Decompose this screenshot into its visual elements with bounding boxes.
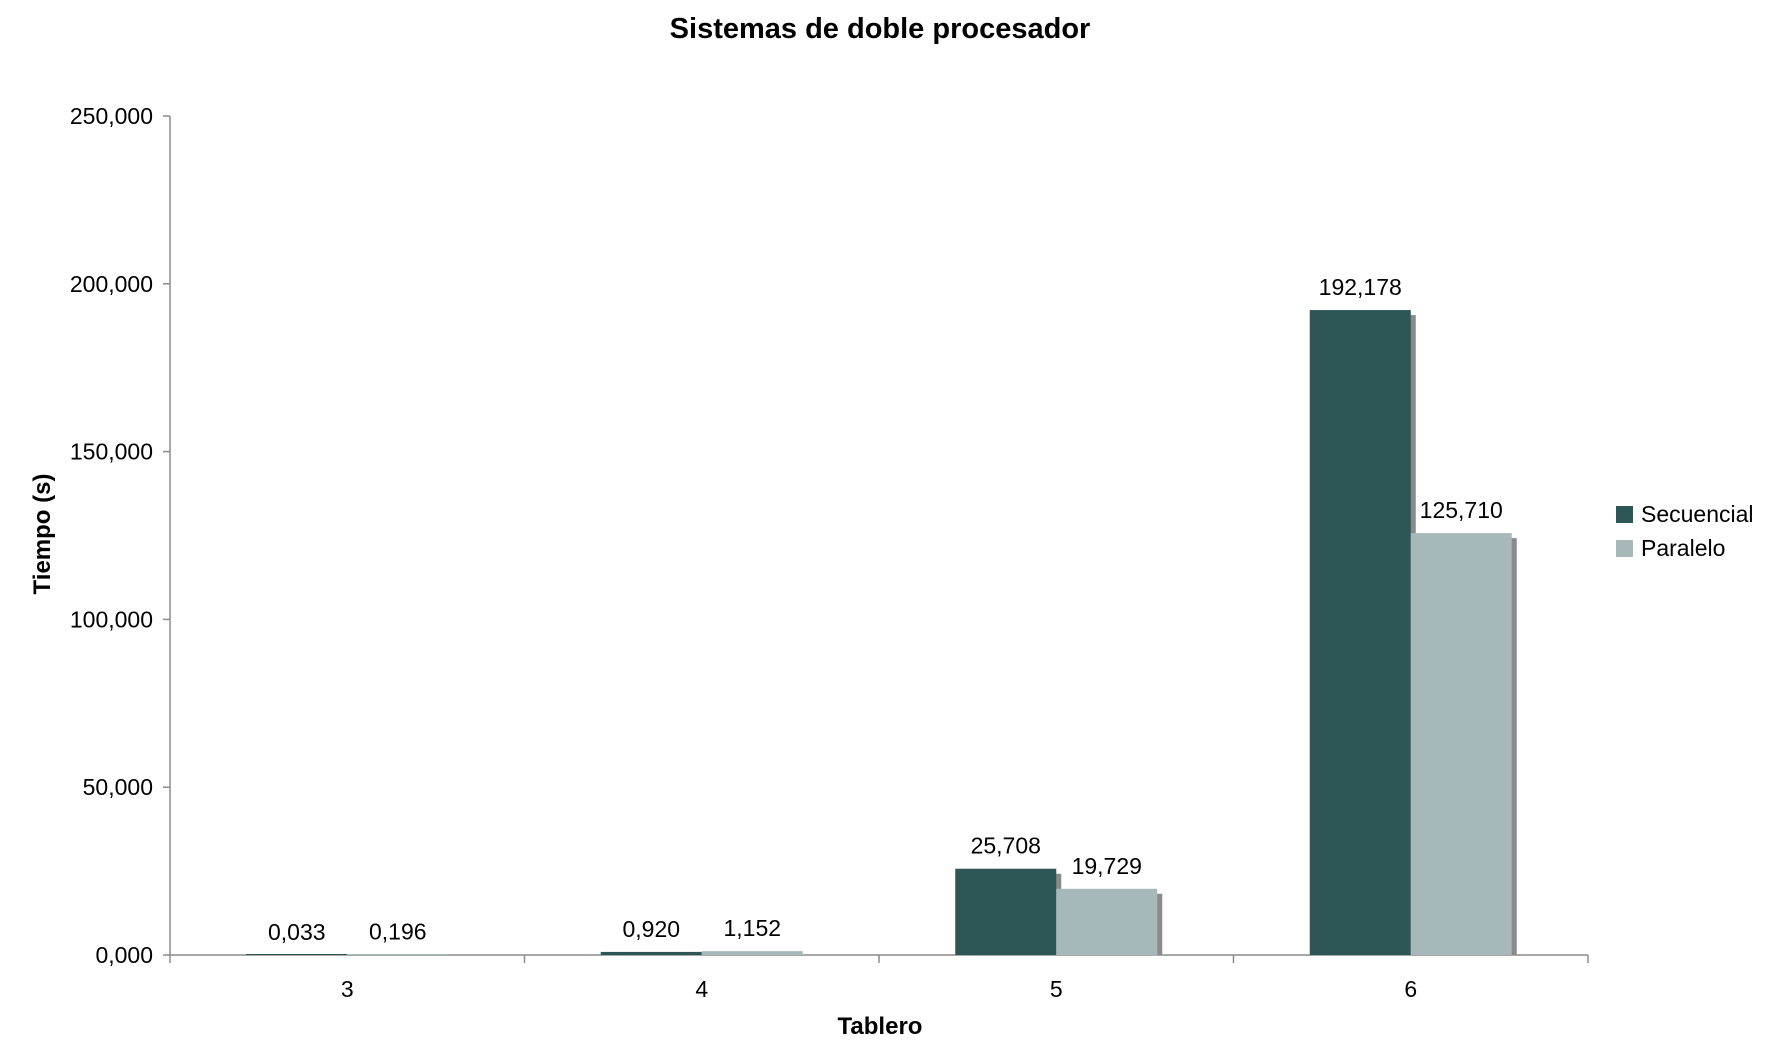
bar-paralelo-4: [701, 951, 803, 955]
y-tick-label: 100,000: [70, 606, 153, 632]
y-tick-label: 200,000: [70, 271, 153, 297]
y-axis-title: Tiempo (s): [29, 474, 56, 595]
data-label: 125,710: [1420, 497, 1503, 523]
data-label: 19,729: [1072, 853, 1142, 879]
bar-paralelo-3: [347, 954, 449, 955]
bar-paralelo-5: [1056, 888, 1158, 955]
data-label: 0,033: [268, 919, 326, 945]
y-tick-label: 150,000: [70, 439, 153, 465]
legend-label-paralelo: Paralelo: [1641, 535, 1725, 561]
y-axis: 0,000 50,000 100,000 150,000 200,000 250,000: [70, 103, 171, 968]
x-tick-label: 4: [695, 976, 708, 1002]
chart-title: Sistemas de doble procesador: [670, 13, 1091, 45]
x-axis-title: Tablero: [838, 1013, 923, 1040]
data-label: 25,708: [971, 833, 1041, 859]
data-labels: 0,033 0,196 0,920 1,152 25,708 19,729 192,178 1…: [268, 274, 1503, 945]
legend: Secuencial Paralelo: [1616, 501, 1754, 561]
x-tick-label: 5: [1050, 976, 1063, 1002]
bar-paralelo-6: [1410, 533, 1512, 955]
x-axis: 3 4 5 6: [169, 954, 1589, 1002]
data-label: 0,196: [369, 918, 427, 944]
bar-secuencial-6: [1309, 310, 1411, 955]
data-label: 1,152: [723, 915, 781, 941]
bar-secuencial-3: [246, 954, 348, 955]
bar-secuencial-4: [600, 951, 702, 955]
legend-swatch-paralelo: [1616, 540, 1633, 557]
data-label: 0,920: [622, 916, 680, 942]
bars: [246, 310, 1517, 955]
y-tick-label: 0,000: [95, 942, 153, 968]
legend-swatch-secuencial: [1616, 506, 1633, 523]
y-tick-label: 50,000: [83, 774, 153, 800]
x-tick-label: 6: [1404, 976, 1417, 1002]
bar-secuencial-5: [955, 868, 1057, 955]
x-tick-label: 3: [341, 976, 354, 1002]
legend-label-secuencial: Secuencial: [1641, 501, 1754, 527]
data-label: 192,178: [1319, 274, 1402, 300]
y-tick-label: 250,000: [70, 103, 153, 129]
